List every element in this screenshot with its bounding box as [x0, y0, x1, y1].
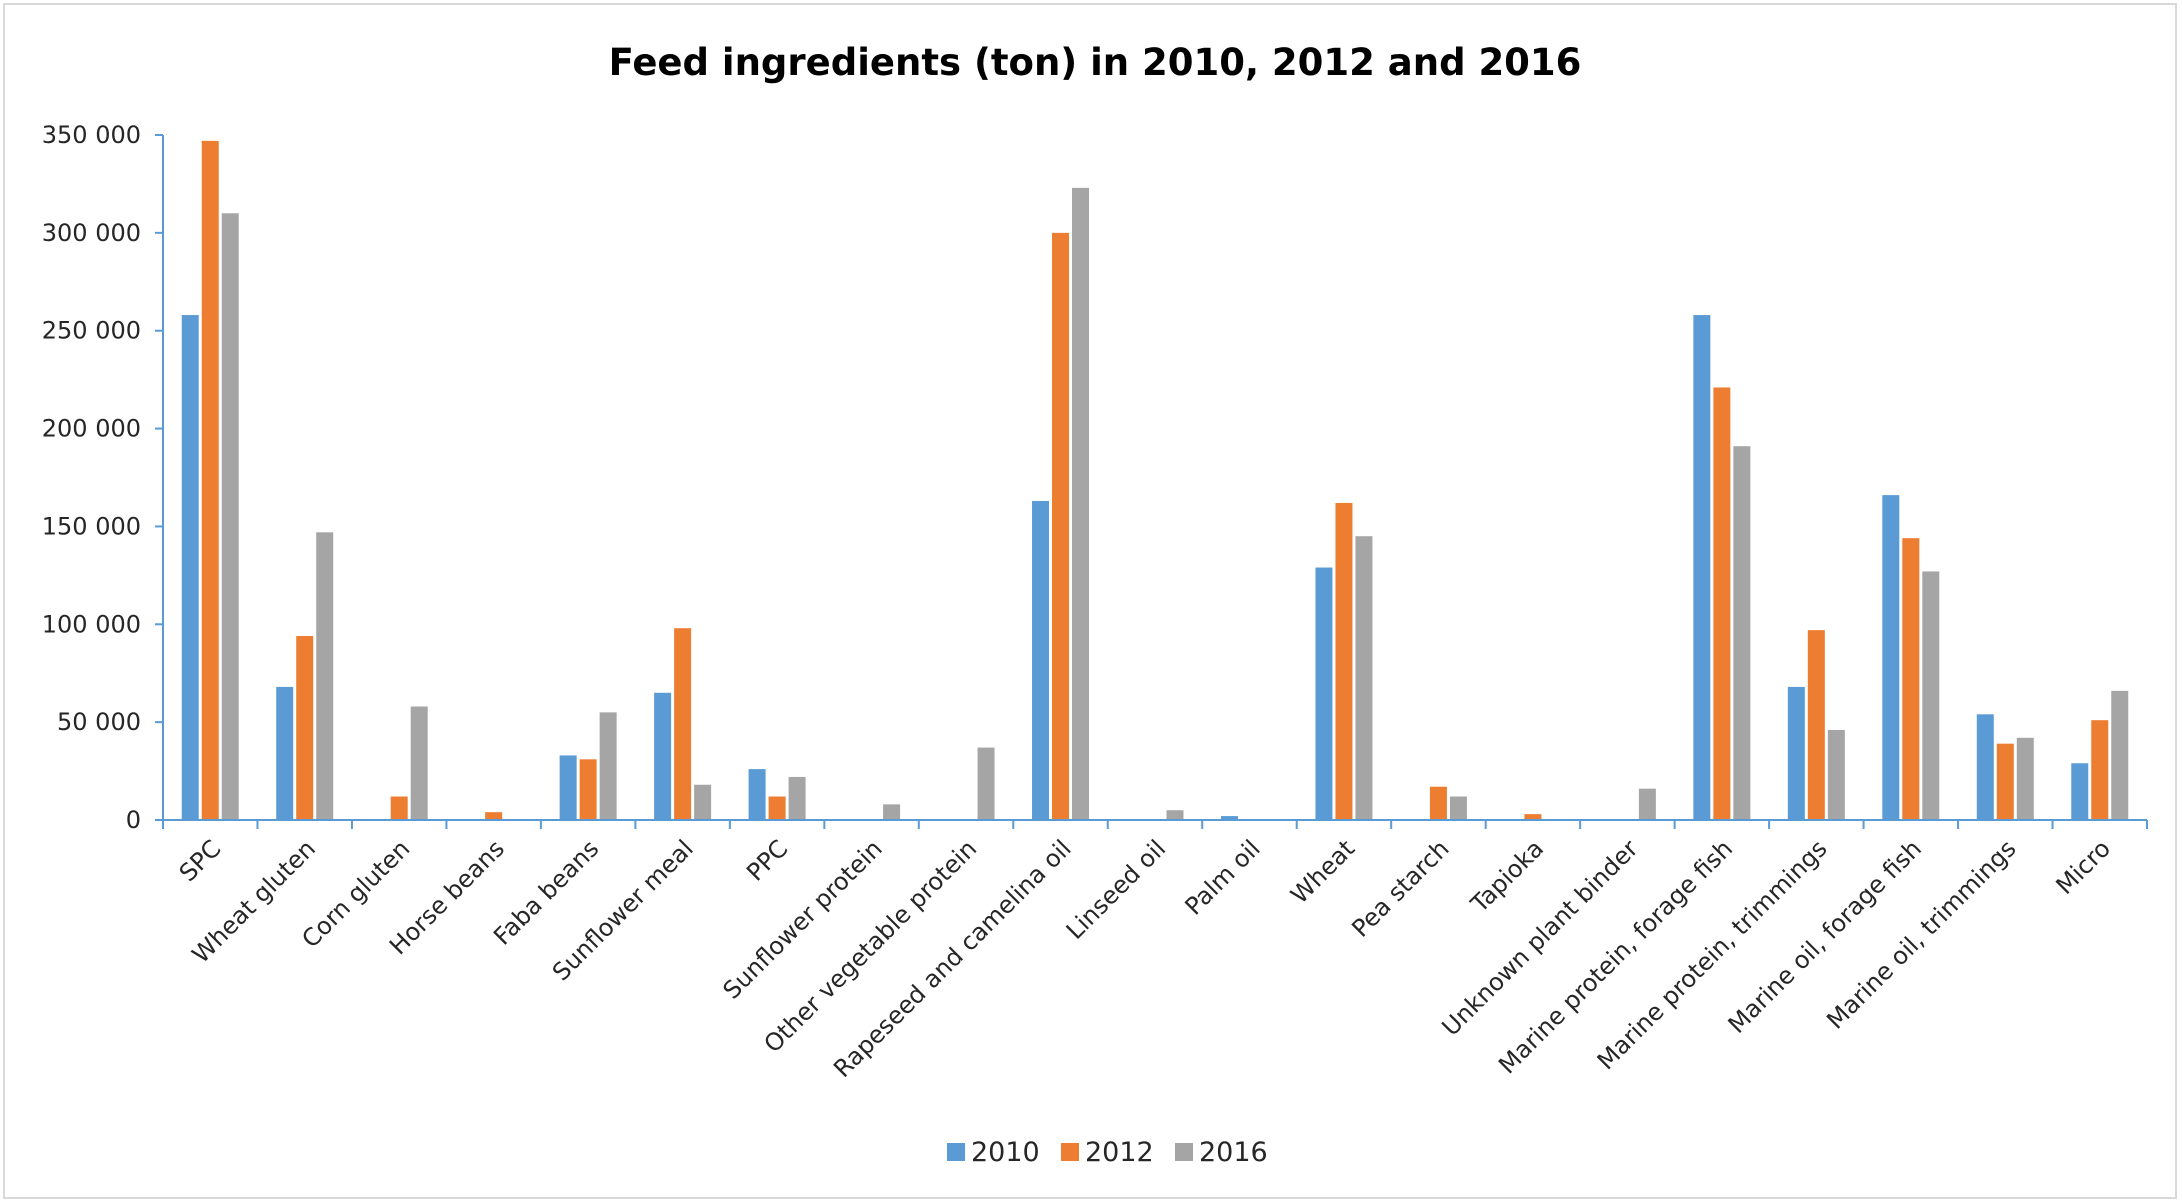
bar-2016 [410, 706, 428, 820]
bar-2010 [276, 686, 294, 820]
chart-title: Feed ingredients (ton) in 2010, 2012 and… [609, 41, 1582, 84]
x-tick-label: Wheat [1285, 834, 1360, 909]
bar-2012 [1713, 387, 1731, 820]
bar-2012 [1429, 786, 1447, 820]
bar-2012 [768, 796, 786, 820]
bar-2010 [2071, 763, 2089, 820]
bar-2012 [674, 628, 692, 820]
x-tick-label: Sunflower protein [718, 834, 888, 1004]
bar-2016 [883, 804, 901, 820]
bar-2016 [1638, 788, 1656, 820]
x-tick-label: Linseed oil [1061, 834, 1171, 944]
x-tick-label: Marine oil, forage fish [1723, 834, 1927, 1038]
bar-2016 [1922, 571, 1940, 820]
chart-frame [3, 3, 2177, 1199]
y-tick-label: 0 [126, 806, 141, 834]
x-tick-label: Unknown plant binder [1437, 834, 1644, 1041]
bar-2016 [599, 712, 617, 820]
legend: 2010 2012 2016 [947, 1137, 1268, 1168]
legend-swatch-2012 [1061, 1143, 1079, 1161]
bar-2016 [788, 776, 806, 820]
y-tick-label: 100 000 [42, 610, 141, 638]
bar-2010 [181, 315, 199, 820]
bar-2010 [1787, 686, 1805, 820]
bar-2012 [2091, 720, 2109, 820]
bar-2012 [201, 140, 219, 820]
bar-2010 [748, 769, 766, 820]
y-tick-label: 300 000 [42, 219, 141, 247]
x-tick-label: Palm oil [1180, 834, 1266, 920]
bar-2010 [1882, 495, 1900, 820]
x-tick-label: Marine oil, trimmings [1821, 834, 2021, 1034]
bar-2010 [559, 755, 577, 820]
bar-2010 [654, 692, 672, 820]
y-axis: 0 50 000 100 000 150 000 200 000 250 000 300 0… [42, 121, 164, 834]
bar-2010 [1032, 500, 1050, 820]
bar-2012 [1807, 630, 1825, 820]
bar-2012 [579, 759, 597, 820]
bar-2010 [1976, 714, 1994, 820]
bars [181, 140, 2129, 821]
bar-2010 [1220, 816, 1238, 820]
y-tick-label: 200 000 [42, 415, 141, 443]
legend-label-2010: 2010 [971, 1137, 1040, 1168]
y-tick-label: 50 000 [57, 708, 141, 736]
bar-2016 [694, 784, 712, 820]
legend-swatch-2010 [947, 1143, 965, 1161]
bar-2012 [1524, 814, 1542, 820]
y-tick-label: 350 000 [42, 121, 141, 149]
bar-2012 [296, 636, 314, 820]
bar-2016 [316, 532, 334, 820]
legend-swatch-2016 [1175, 1143, 1193, 1161]
bar-2016 [221, 213, 239, 821]
bar-2016 [1072, 187, 1090, 821]
bar-2016 [2016, 737, 2034, 820]
bar-2016 [1449, 796, 1467, 820]
x-tick-label: PPC [741, 834, 793, 886]
bar-2012 [485, 812, 503, 820]
bar-2016 [1733, 446, 1751, 820]
bar-2016 [1166, 810, 1184, 820]
x-tick-label: Tapioka [1465, 834, 1549, 918]
bar-2012 [1996, 743, 2014, 820]
bar-2012 [1052, 232, 1070, 820]
legend-label-2012: 2012 [1085, 1137, 1154, 1168]
x-tick-label: SPC [174, 834, 227, 887]
y-tick-label: 250 000 [42, 317, 141, 345]
bar-2016 [977, 747, 995, 820]
x-tick-label: Pea starch [1346, 834, 1454, 942]
bar-2016 [1827, 729, 1845, 820]
bar-2016 [2111, 690, 2129, 820]
legend-label-2016: 2016 [1199, 1137, 1268, 1168]
y-tick-label: 150 000 [42, 512, 141, 540]
bar-2010 [1315, 567, 1333, 820]
bar-2016 [1355, 536, 1373, 820]
bar-2012 [390, 796, 408, 820]
bar-2012 [1335, 502, 1353, 820]
bar-2010 [1693, 315, 1711, 820]
x-tick-label: Micro [2051, 834, 2116, 899]
bar-2012 [1902, 538, 1920, 820]
